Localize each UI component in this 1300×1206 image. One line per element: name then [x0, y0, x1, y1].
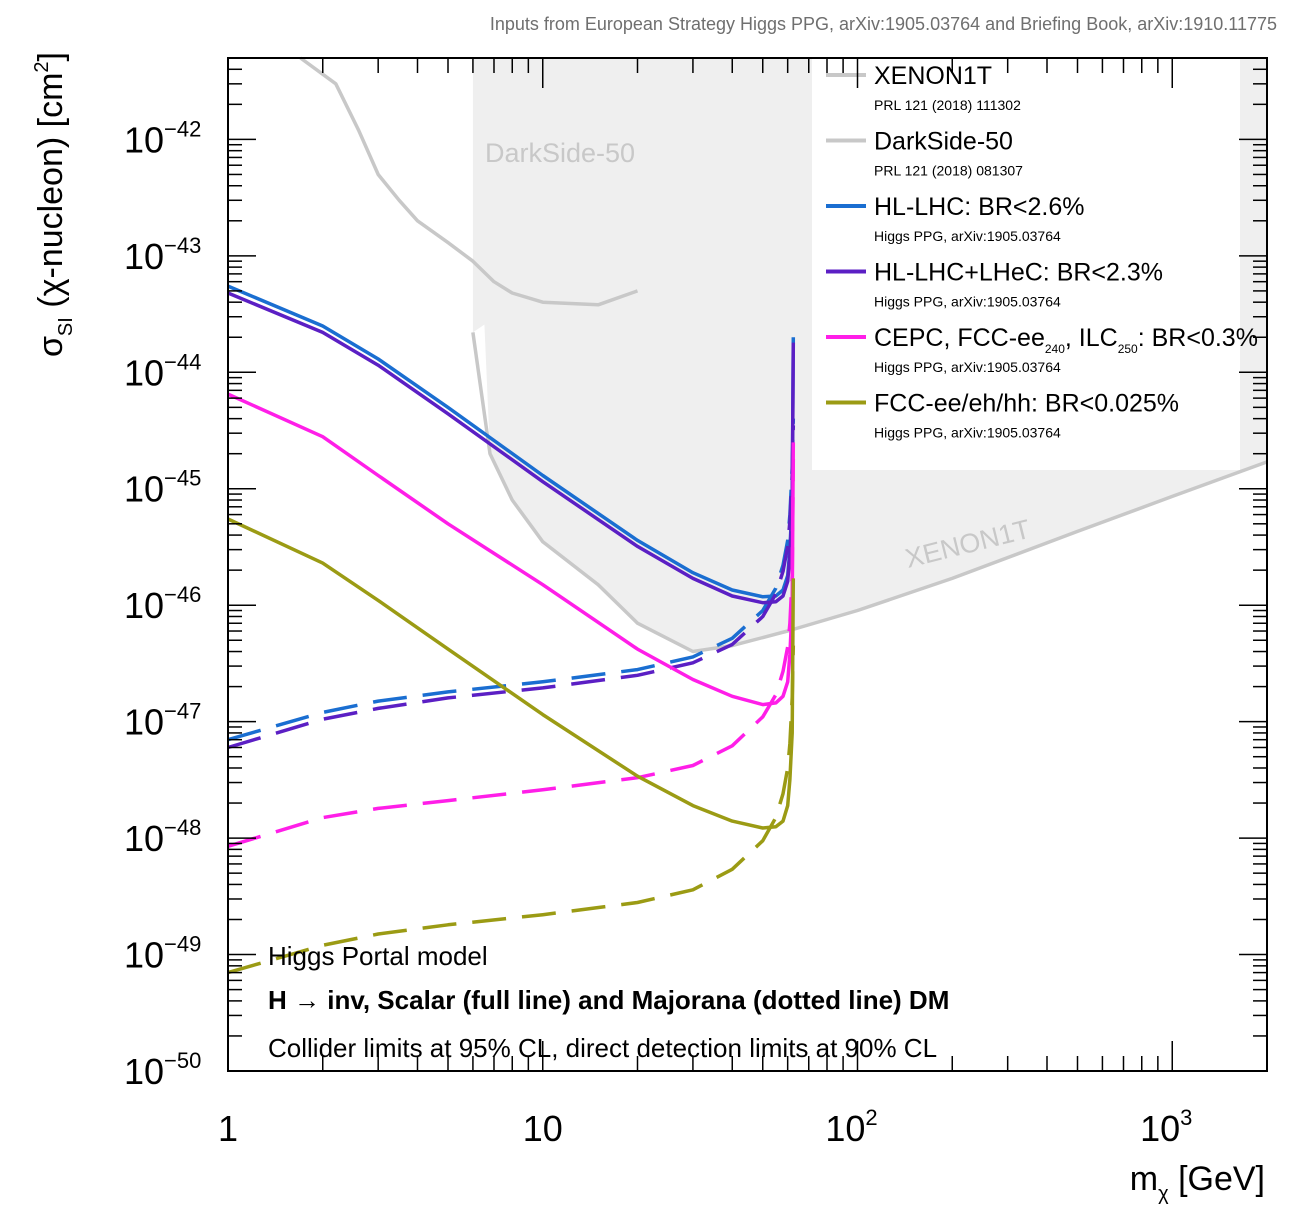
x-axis-label-unit: [GeV] [1169, 1160, 1265, 1198]
y-tick-label: 10−44 [124, 349, 201, 393]
legend: XENON1T PRL 121 (2018) 111302 DarkSide-50 P… [812, 58, 1258, 470]
series-line-fcc-scalar [227, 517, 796, 830]
legend-label-cepc-scalar: CEPC, FCC-ee240, ILC250: BR<0.3% [874, 324, 1258, 356]
y-tick-label: 10−48 [124, 815, 201, 859]
series-line-xenon-line [471, 332, 1268, 654]
y-axis-label-symbol: σ [32, 336, 70, 357]
x-tick-label: 103 [1140, 1105, 1192, 1149]
legend-ref-hllhc-scalar: Higgs PPG, arXiv:1905.03764 [874, 228, 1061, 244]
series-line-cepc-majorana [227, 458, 796, 848]
series-line-fcc-majorana [227, 645, 796, 975]
legend-ref-xenon-line: PRL 121 (2018) 111302 [874, 97, 1021, 113]
y-tick-label: 10−43 [124, 233, 201, 277]
legend-label-hllhc-scalar: HL-LHC: BR<2.6% [874, 193, 1085, 221]
y-tick-label: 10−49 [124, 932, 201, 976]
series-line-darkside-line [299, 56, 639, 307]
y-tick-label: 10−50 [124, 1048, 201, 1092]
legend-label-xenon-line: XENON1T [874, 62, 992, 90]
chart-title: Inputs from European Strategy Higgs PPG,… [490, 14, 1277, 34]
y-axis-label: σSI (χ-nucleon) [cm2] [31, 52, 77, 357]
legend-box [812, 58, 1240, 470]
y-axis-label-sup: 2 [31, 61, 53, 72]
y-tick-label: 10−45 [124, 466, 201, 510]
x-tick-label: 102 [825, 1105, 877, 1149]
legend-ref-darkside-line: PRL 121 (2018) 081307 [874, 163, 1023, 179]
legend-label-hllhc-lhec-scalar: HL-LHC+LHeC: BR<2.3% [874, 259, 1163, 287]
y-axis-label-close: ] [32, 52, 70, 61]
x-axis-label-sub: χ [1158, 1183, 1169, 1205]
plot-frame [227, 57, 1268, 1072]
y-axis-label-sub: SI [55, 317, 77, 336]
annotation-process: H → inv, Scalar (full line) and Majorana… [268, 985, 949, 1015]
y-tick-label: 10−42 [124, 116, 201, 160]
series-lines [227, 56, 1268, 975]
annotation-model: Higgs Portal model [268, 941, 488, 971]
legend-ref-fcc-scalar: Higgs PPG, arXiv:1905.03764 [874, 425, 1061, 441]
legend-ref-hllhc-lhec-scalar: Higgs PPG, arXiv:1905.03764 [874, 294, 1061, 310]
x-axis-label-main: m [1130, 1160, 1158, 1198]
series-line-hllhc-lhec-majorana [227, 425, 796, 750]
y-tick-label: 10−46 [124, 582, 201, 626]
legend-label-darkside-line: DarkSide-50 [874, 128, 1013, 156]
legend-ref-cepc-scalar: Higgs PPG, arXiv:1905.03764 [874, 359, 1061, 375]
series-line-hllhc-lhec-scalar [227, 291, 796, 605]
x-tick-label: 10 [523, 1108, 563, 1149]
model-annotations: Higgs Portal model H → inv, Scalar (full… [268, 941, 949, 1063]
darkside-band-label: DarkSide-50 [485, 138, 635, 168]
y-tick-label: 10−47 [124, 699, 201, 743]
legend-label-fcc-scalar: FCC-ee/eh/hh: BR<0.025% [874, 390, 1179, 418]
x-tick-label: 1 [218, 1108, 238, 1149]
axis-tick-labels: 1 10 102 103 10−42 10−43 10−44 10−45 10−46 10−47 1… [124, 116, 1192, 1149]
series-line-cepc-scalar [227, 392, 796, 707]
y-axis-label-text: (χ-nucleon) [cm [32, 73, 70, 318]
axis-ticks [227, 57, 1268, 1072]
x-axis-label: mχ [GeV] [1130, 1160, 1265, 1205]
annotation-limits: Collider limits at 95% CL, direct detect… [268, 1033, 937, 1063]
